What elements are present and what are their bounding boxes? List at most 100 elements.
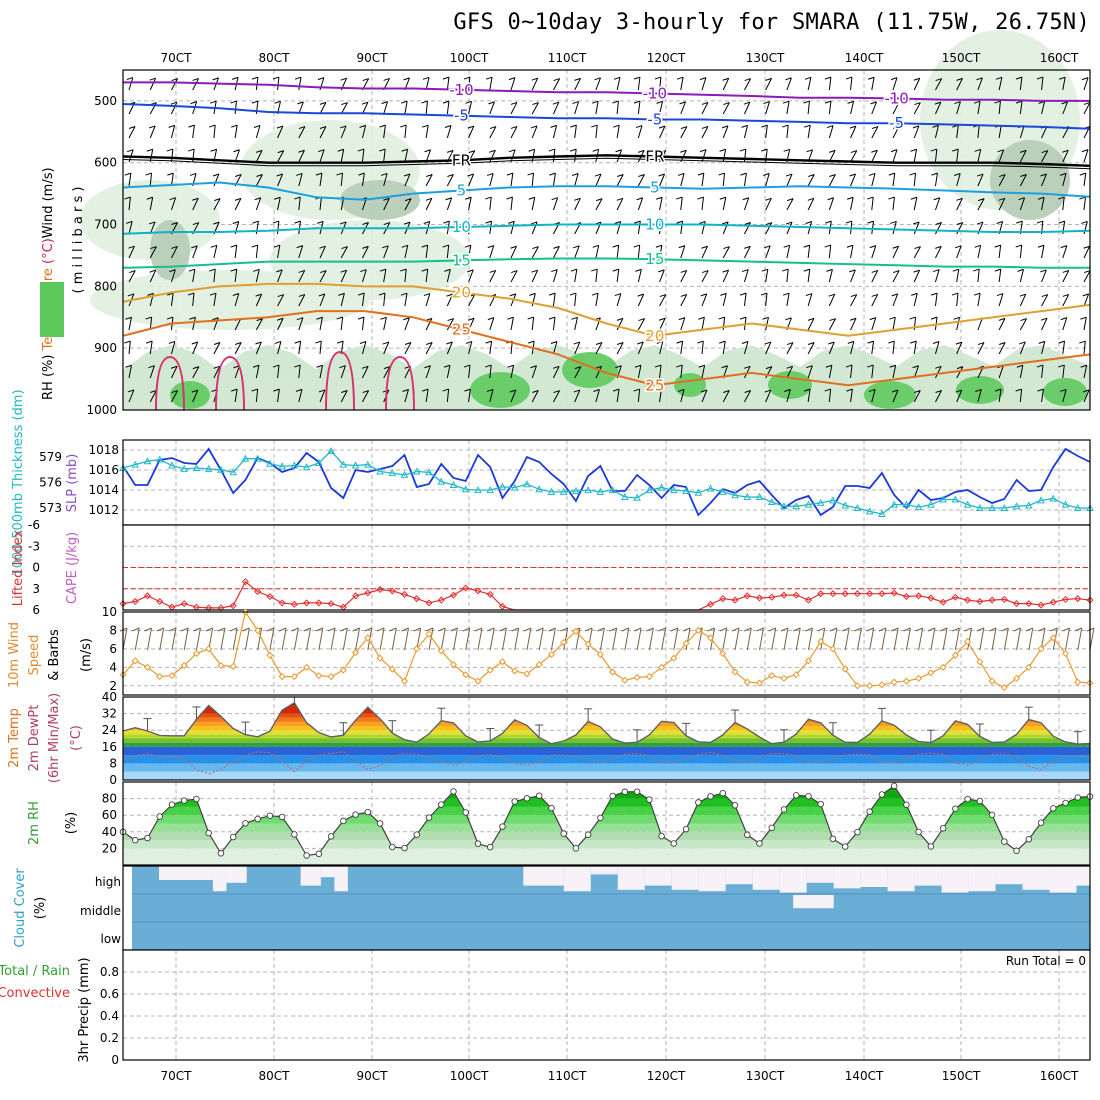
data-point-speed (449, 661, 458, 669)
wind-barb-feather (891, 293, 898, 297)
wind-barb (510, 197, 513, 211)
data-point-rh (609, 792, 616, 800)
wind-barb-feather (955, 341, 963, 345)
wind-barb (828, 197, 835, 211)
wind-barb (998, 174, 1006, 187)
wind-barb-feather (426, 174, 433, 177)
time-label-top: 150CT (942, 51, 981, 65)
wind-barb (1083, 246, 1091, 259)
wind-barb-feather (804, 76, 812, 80)
data-point-rh (364, 808, 372, 816)
wind-barb-feather (697, 340, 704, 344)
wind-barb-feather (659, 150, 666, 154)
wind-barb (786, 198, 794, 211)
wind-barb-feather (888, 340, 895, 344)
data-point-thickness (1024, 501, 1033, 509)
wind-barb-feather (442, 388, 449, 392)
wind-barb (680, 101, 686, 115)
wind10m-barb (453, 627, 458, 651)
wind-barb (510, 126, 518, 139)
wind10m-barb (318, 627, 324, 651)
wind-barb-feather (699, 149, 707, 153)
temp-ylabel-1: 2m Temp (7, 708, 22, 768)
chart-title: GFS 0~10day 3-hourly for SMARA (11.75W, … (453, 10, 1090, 35)
data-point-speed (535, 661, 543, 669)
wind-barb (446, 293, 454, 307)
wind-barb-feather (463, 364, 471, 368)
wind-barb-feather (337, 340, 344, 344)
wind10m-barb-feather (964, 627, 972, 632)
wind-barb (149, 269, 157, 283)
wind-barb (425, 365, 431, 379)
wind-barb (425, 269, 429, 283)
wind-barb (468, 125, 475, 139)
wind10m-barb-feather (768, 627, 776, 632)
wind10m-barb (122, 627, 128, 651)
wind-barb-feather (426, 342, 433, 345)
wind-barb-feather (1038, 340, 1045, 344)
data-point-rh (964, 795, 971, 803)
wind-barb (446, 197, 453, 211)
wind-barb (531, 365, 537, 379)
wind-barb (977, 77, 983, 91)
data-point-speed (156, 673, 164, 681)
wind-barb-feather (956, 77, 963, 81)
data-point-lifted-index (1086, 596, 1094, 604)
data-point-lifted-index (143, 592, 152, 600)
data-point-thickness (816, 498, 825, 506)
data-point-speed (498, 658, 506, 666)
wind-barb-feather (739, 148, 746, 152)
wind-barb (913, 390, 921, 403)
wind-barb (956, 198, 963, 211)
thickness-tick-label: 576 (39, 476, 62, 490)
wind-barb-feather (400, 268, 407, 272)
data-point-speed (1013, 674, 1021, 682)
wind-barb (383, 341, 390, 355)
wind-barb-feather (251, 76, 259, 80)
data-point-lifted-index (951, 593, 959, 601)
wind-barb (1041, 294, 1049, 307)
data-point-thickness (902, 500, 911, 508)
wind-barb (446, 101, 450, 115)
data-point-speed (1074, 678, 1082, 686)
data-point-lifted-index (1013, 600, 1021, 608)
data-point-lifted-index (376, 585, 384, 593)
wind-barb (128, 365, 132, 379)
wind-barb-feather (1059, 172, 1067, 176)
wind-barb-feather (1016, 364, 1023, 368)
wind-barb (722, 173, 726, 187)
wind-barb (913, 125, 920, 139)
wind-barb (489, 221, 493, 235)
wind-barb (213, 173, 220, 187)
wind-barb-feather (617, 342, 624, 345)
wind-barb-feather (633, 244, 640, 248)
wind10m-barb (893, 627, 899, 651)
data-point-lifted-index (498, 602, 506, 610)
wind-tick-label: 4 (109, 660, 117, 674)
wind10m-barb-feather (805, 627, 813, 632)
wind-barb (977, 101, 981, 115)
wind-barb-feather (316, 364, 323, 368)
wind-barb (934, 366, 942, 379)
wind-barb (446, 245, 450, 259)
wind-barb-feather (274, 196, 281, 200)
data-point-thickness (1037, 496, 1045, 504)
wind-barb-feather (128, 126, 136, 129)
wind-barb (234, 245, 238, 259)
data-point-speed (951, 651, 959, 659)
data-point-speed (584, 640, 592, 648)
wind-barb (1083, 221, 1088, 235)
contour-label: 15 (645, 250, 664, 268)
wind-barb-feather (383, 77, 390, 81)
wind-barb (934, 149, 938, 163)
wind-barb-feather (317, 77, 325, 81)
wind-barb (892, 293, 899, 307)
wind-barb-feather (890, 77, 898, 81)
wind-barb-feather (850, 150, 857, 154)
wind-barb (659, 269, 665, 283)
wind10m-barb-feather (646, 627, 654, 632)
wind-barb (892, 317, 896, 331)
wind-barb (170, 149, 174, 163)
wind-barb-feather (998, 342, 1006, 345)
